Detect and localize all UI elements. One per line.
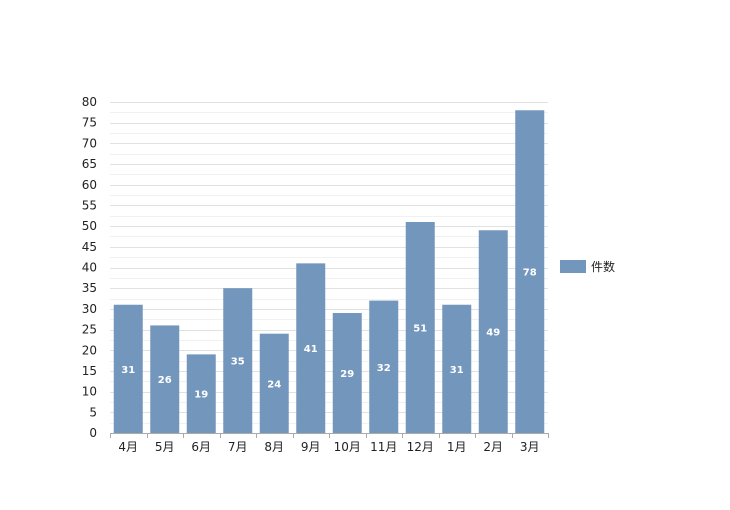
x-tick-label: 8月	[264, 440, 284, 454]
data-label: 19	[194, 390, 208, 401]
x-tick-label: 2月	[483, 440, 503, 454]
data-label: 35	[231, 357, 245, 368]
x-tick-label: 6月	[191, 440, 211, 454]
y-tick-label: 60	[82, 178, 97, 192]
y-tick-label: 55	[82, 198, 97, 212]
data-label: 26	[158, 375, 172, 386]
y-tick-label: 15	[82, 364, 97, 378]
data-label: 51	[413, 323, 427, 334]
bar	[223, 288, 253, 433]
bar	[113, 304, 143, 433]
x-tick-label: 9月	[301, 440, 321, 454]
data-label: 29	[340, 369, 354, 380]
bar	[405, 221, 435, 433]
bars: 31 26 19 35 24 41 29 32 51 31 49 78	[113, 110, 545, 434]
bar	[478, 230, 508, 433]
data-label: 24	[267, 379, 281, 390]
data-label: 32	[377, 363, 391, 374]
x-tick-label: 10月	[334, 440, 361, 454]
legend-label-series-0: 件数	[591, 259, 615, 274]
legend: 件数	[560, 259, 615, 274]
y-tick-label: 30	[82, 302, 97, 316]
y-tick-label: 35	[82, 281, 97, 295]
y-tick-label: 10	[82, 385, 97, 399]
y-tick-label: 75	[82, 116, 97, 130]
data-label: 49	[486, 328, 500, 339]
bar	[369, 300, 399, 433]
y-tick-label: 50	[82, 219, 97, 233]
x-tick-label: 11月	[370, 440, 397, 454]
y-tick-label: 65	[82, 157, 97, 171]
x-tick-label: 3月	[520, 440, 540, 454]
grid-lines	[110, 102, 548, 424]
y-tick-label: 40	[82, 261, 97, 275]
bar	[150, 325, 180, 433]
y-tick-label: 45	[82, 240, 97, 254]
data-label: 31	[121, 365, 135, 376]
y-tick-label: 80	[82, 95, 97, 109]
data-label: 78	[523, 268, 537, 279]
x-tick-label: 7月	[228, 440, 248, 454]
y-tick-label: 20	[82, 343, 97, 357]
bar	[296, 263, 326, 433]
bar	[186, 354, 216, 433]
bar	[515, 110, 545, 434]
y-tick-label: 70	[82, 136, 97, 150]
bar	[442, 304, 472, 433]
data-label: 31	[450, 365, 464, 376]
y-tick-label: 0	[89, 426, 97, 440]
x-tick-label: 12月	[407, 440, 434, 454]
x-tick-label: 5月	[155, 440, 175, 454]
data-label: 41	[304, 344, 318, 355]
x-tick-label: 1月	[447, 440, 467, 454]
bar	[259, 333, 289, 433]
y-tick-label: 5	[89, 405, 97, 419]
bar	[332, 313, 362, 433]
legend-swatch	[560, 260, 586, 273]
x-tick-label: 4月	[118, 440, 138, 454]
x-axis-ticks: 4月 5月 6月 7月 8月 9月 10月 11月 12月 1月 2月 3月	[110, 433, 549, 454]
y-tick-label: 25	[82, 323, 97, 337]
y-axis-ticks: 0 5 10 15 20 25 30 35 40 45 50 55 60 65 70 75 80	[82, 95, 97, 440]
